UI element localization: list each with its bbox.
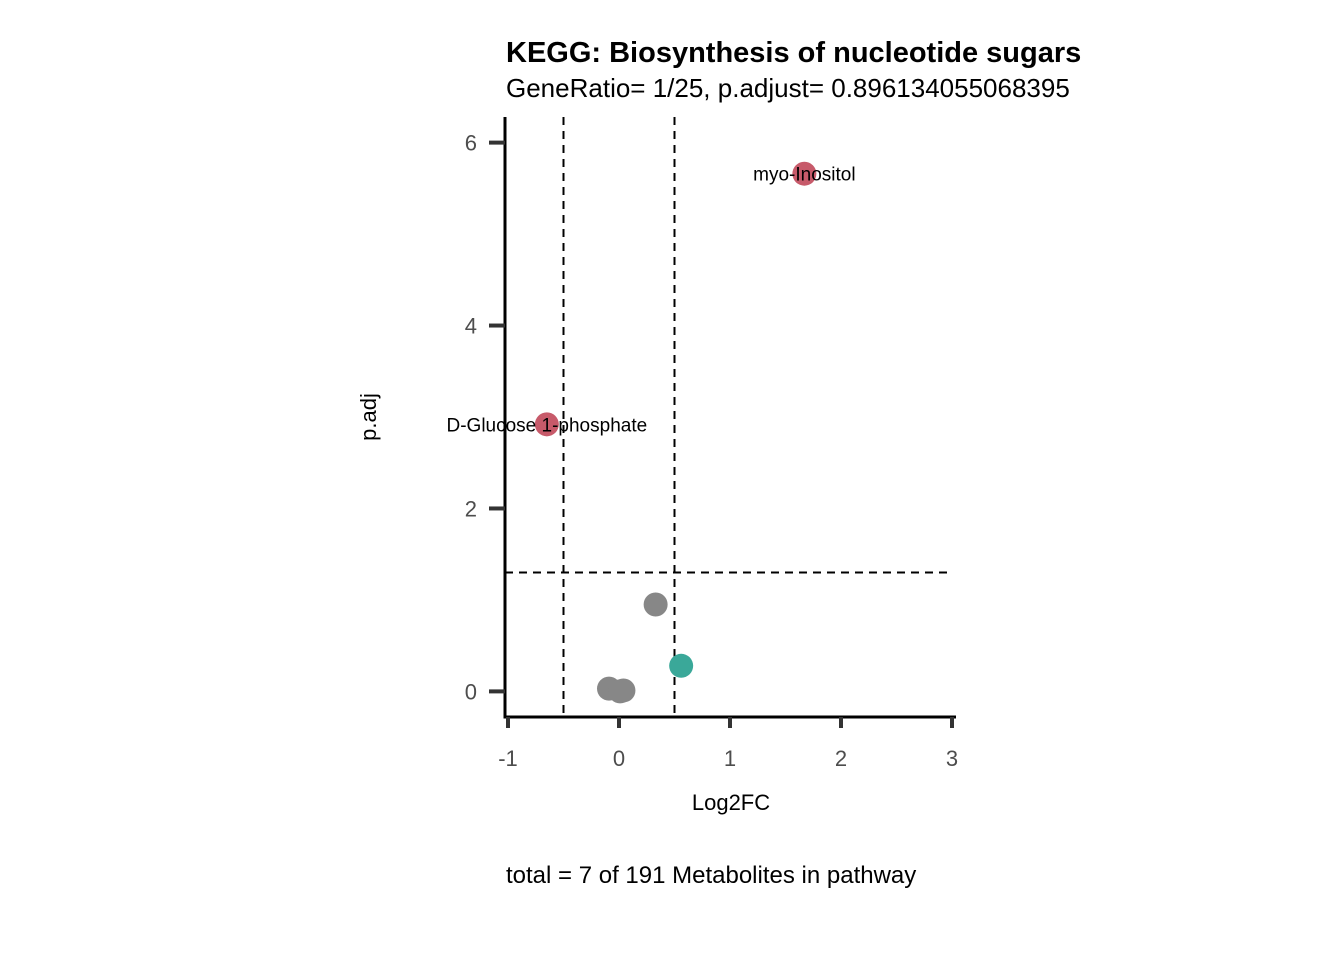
y-tick-label: 4 [465,314,477,339]
data-point-ns [643,592,668,617]
chart-title: KEGG: Biosynthesis of nucleotide sugars [506,37,1081,69]
data-point-label: myo-Inositol [753,165,855,186]
y-tick-label: 2 [465,496,477,521]
data-points [534,161,817,704]
x-tick-label: 2 [835,746,847,771]
chart-caption: total = 7 of 191 Metabolites in pathway [506,862,916,889]
x-tick-label: 0 [613,746,625,771]
data-point-ns [608,679,633,704]
y-tick-label: 6 [465,131,477,156]
point-labels: myo-Inositol D-Glucose 1-phosphate [447,165,856,437]
data-point-down [669,653,694,678]
x-tick-label: 1 [724,746,736,771]
x-tick-label: -1 [498,746,518,771]
data-point-up [792,161,817,186]
data-point-label: D-Glucose 1-phosphate [447,415,648,436]
x-tick-label: 3 [946,746,958,771]
chart-subtitle: GeneRatio= 1/25, p.adjust= 0.89613405506… [506,73,1070,103]
data-point-up [534,412,559,437]
threshold-lines [505,117,952,717]
y-tick-label: 0 [465,679,477,704]
axes: -1 0 1 2 3 0 2 4 6 [465,117,958,771]
x-axis-title: Log2FC [692,790,770,815]
y-axis-title: p.adj [356,393,381,441]
